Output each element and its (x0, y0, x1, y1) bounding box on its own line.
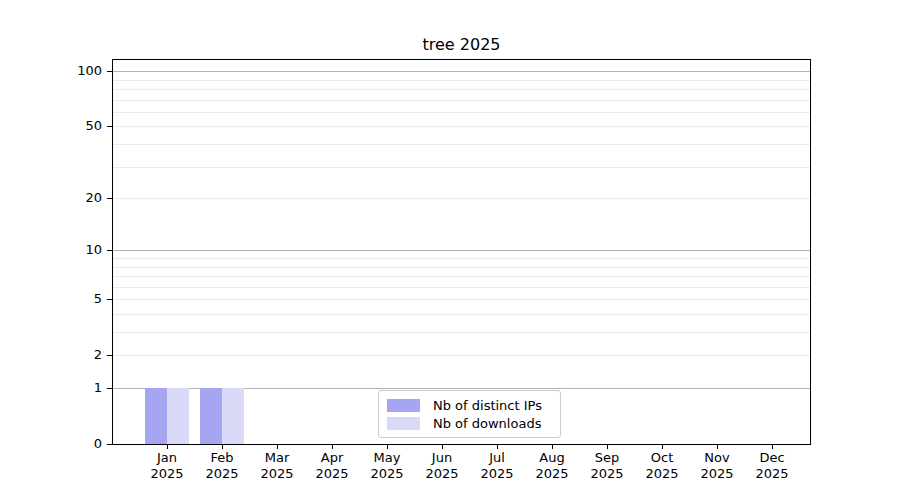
gridline-minor (113, 89, 810, 90)
x-tick (277, 445, 278, 449)
legend-swatch-distinct-ips-icon (387, 399, 420, 412)
x-tick-label: Nov2025 (700, 450, 733, 482)
x-tick-label: Mar2025 (260, 450, 293, 482)
y-tick-label: 5 (0, 291, 102, 307)
gridline-minor (113, 314, 810, 315)
y-tick-label: 1 (0, 380, 102, 396)
x-tick-label: Jan2025 (150, 450, 183, 482)
gridline-minor (113, 299, 810, 300)
gridline-minor (113, 126, 810, 127)
y-tick-label: 0 (0, 436, 102, 452)
x-tick-label: Oct2025 (645, 450, 678, 482)
bar-nb-of-distinct-ips-jan-2025 (145, 388, 167, 444)
x-tick (717, 445, 718, 449)
x-tick (332, 445, 333, 449)
legend-label-downloads: Nb of downloads (433, 415, 541, 432)
gridline-minor (113, 80, 810, 81)
x-tick-label: Jun2025 (425, 450, 458, 482)
x-tick (607, 445, 608, 449)
y-tick (107, 126, 112, 127)
y-tick (107, 355, 112, 356)
y-tick (107, 299, 112, 300)
gridline-minor (113, 332, 810, 333)
x-tick (772, 445, 773, 449)
x-tick-label: Dec2025 (755, 450, 788, 482)
legend: Nb of distinct IPs Nb of downloads (378, 390, 561, 438)
y-tick (107, 250, 112, 251)
figure: tree 2025 0 1 2 5 10 20 50 100 Jan2025 Feb2025 Ma… (0, 0, 900, 500)
gridline-minor (113, 267, 810, 268)
bar-nb-of-downloads-jan-2025 (167, 388, 189, 444)
gridline-major (113, 71, 810, 72)
x-tick-label: May2025 (370, 450, 403, 482)
plot-area (113, 60, 810, 444)
y-tick-label: 2 (0, 347, 102, 363)
x-tick (167, 445, 168, 449)
gridline-minor (113, 144, 810, 145)
x-tick-label: Jul2025 (480, 450, 513, 482)
gridline-minor (113, 276, 810, 277)
x-tick-label: Aug2025 (535, 450, 568, 482)
x-tick-label: Sep2025 (590, 450, 623, 482)
y-tick-label: 20 (0, 190, 102, 206)
x-tick (442, 445, 443, 449)
y-tick (107, 198, 112, 199)
legend-item-distinct-ips: Nb of distinct IPs (387, 397, 552, 414)
x-tick (662, 445, 663, 449)
bar-nb-of-distinct-ips-feb-2025 (200, 388, 222, 444)
bar-nb-of-downloads-feb-2025 (222, 388, 244, 444)
gridline-minor (113, 167, 810, 168)
chart-title: tree 2025 (113, 35, 810, 54)
gridline-minor (113, 198, 810, 199)
x-tick (497, 445, 498, 449)
y-tick (107, 444, 112, 445)
y-tick (107, 71, 112, 72)
y-tick (107, 388, 112, 389)
y-tick-label: 50 (0, 118, 102, 134)
legend-swatch-downloads-icon (387, 417, 420, 430)
x-tick (387, 445, 388, 449)
legend-item-downloads: Nb of downloads (387, 415, 552, 432)
gridline-minor (113, 112, 810, 113)
y-tick-label: 100 (0, 63, 102, 79)
gridline-minor (113, 287, 810, 288)
legend-label-distinct-ips: Nb of distinct IPs (433, 397, 542, 414)
gridline-minor (113, 100, 810, 101)
x-tick-label: Feb2025 (205, 450, 238, 482)
x-tick-label: Apr2025 (315, 450, 348, 482)
gridline-minor (113, 258, 810, 259)
x-tick (222, 445, 223, 449)
x-tick (552, 445, 553, 449)
gridline-minor (113, 355, 810, 356)
y-tick-label: 10 (0, 242, 102, 258)
gridline-major (113, 250, 810, 251)
